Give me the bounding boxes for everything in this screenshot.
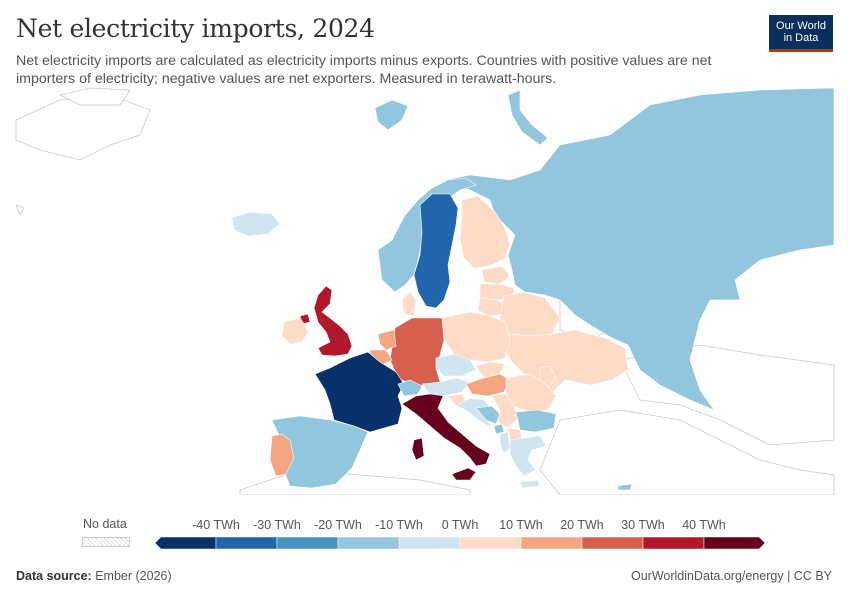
region-finland[interactable] bbox=[459, 195, 511, 269]
region-bosnia[interactable] bbox=[475, 405, 501, 425]
legend-bin-6[interactable] bbox=[520, 536, 583, 550]
footer-attribution[interactable]: OurWorldinData.org/energy | CC BY bbox=[630, 569, 832, 583]
legend-bin-7[interactable] bbox=[581, 536, 644, 550]
chart-subtitle: Net electricity imports are calculated a… bbox=[16, 53, 712, 87]
region-greece[interactable] bbox=[509, 435, 547, 477]
legend-bin-8[interactable] bbox=[642, 536, 705, 550]
legend-tick-label: 30 TWh bbox=[621, 518, 665, 532]
region-norway[interactable] bbox=[377, 177, 477, 293]
region-albania[interactable] bbox=[499, 431, 511, 455]
data-source-value[interactable]: Ember (2026) bbox=[95, 569, 172, 583]
region-portugal[interactable] bbox=[269, 433, 295, 477]
region-ireland[interactable] bbox=[281, 317, 309, 345]
region-iceland[interactable] bbox=[231, 211, 281, 237]
europe-map bbox=[15, 87, 835, 495]
region-netherlands[interactable] bbox=[377, 329, 397, 351]
legend-tick-label: -30 TWh bbox=[253, 518, 301, 532]
region-bulgaria[interactable] bbox=[515, 409, 557, 433]
region-czechia[interactable] bbox=[435, 353, 477, 377]
region-cyprus[interactable] bbox=[617, 483, 633, 491]
region-hungary[interactable] bbox=[465, 373, 511, 397]
logo-line-2: in Data bbox=[783, 32, 819, 44]
region-sweden[interactable] bbox=[413, 193, 459, 309]
region-north-macedonia[interactable] bbox=[507, 427, 523, 441]
legend-bin-5[interactable] bbox=[459, 536, 522, 550]
region-sicily[interactable] bbox=[451, 467, 477, 481]
region-moldova[interactable] bbox=[539, 365, 557, 389]
region-belarus[interactable] bbox=[499, 291, 561, 337]
region-montenegro[interactable] bbox=[493, 423, 505, 435]
logo-line-1: Our World bbox=[776, 20, 826, 32]
owid-logo[interactable]: Our World in Data bbox=[769, 15, 833, 52]
country-regions bbox=[231, 87, 835, 491]
region-slovakia[interactable] bbox=[475, 361, 506, 379]
region-switzerland[interactable] bbox=[397, 379, 423, 397]
region-svalbard[interactable] bbox=[374, 99, 409, 131]
region-estonia[interactable] bbox=[481, 265, 511, 285]
legend-no-data-swatch bbox=[82, 537, 130, 547]
legend-tick-label: 10 TWh bbox=[499, 518, 543, 532]
logo-accent-bar bbox=[769, 49, 833, 52]
region-crete[interactable] bbox=[519, 479, 541, 489]
region-united-kingdom[interactable] bbox=[313, 285, 353, 357]
region-sardinia[interactable] bbox=[411, 437, 425, 461]
legend-tick-label: 0 TWh bbox=[442, 518, 479, 532]
legend-bin-3[interactable] bbox=[337, 536, 400, 550]
region-romania[interactable] bbox=[505, 373, 557, 413]
legend-tick-label: 20 TWh bbox=[560, 518, 604, 532]
region-france[interactable] bbox=[314, 351, 405, 433]
legend-bin-4[interactable] bbox=[398, 536, 461, 550]
region-austria[interactable] bbox=[421, 377, 471, 397]
region-novaya-zemlya[interactable] bbox=[507, 89, 549, 146]
chart-title: Net electricity imports, 2024 bbox=[16, 14, 375, 43]
region-russia[interactable] bbox=[443, 87, 835, 411]
data-source-label: Data source: bbox=[16, 569, 92, 583]
legend-no-data-label: No data bbox=[83, 517, 127, 531]
region-poland[interactable] bbox=[441, 311, 511, 363]
color-legend: -40 TWh -30 TWh -20 TWh -10 TWh 0 TWh 10 TWh 2… bbox=[154, 518, 766, 550]
region-denmark[interactable] bbox=[401, 291, 417, 317]
legend-bin-2[interactable] bbox=[276, 536, 339, 550]
legend-bin-0[interactable] bbox=[154, 536, 217, 550]
legend-bin-9[interactable] bbox=[703, 536, 766, 550]
data-source: Data source: Ember (2026) bbox=[16, 569, 172, 583]
legend-tick-label: -20 TWh bbox=[314, 518, 362, 532]
legend-tick-label: -40 TWh bbox=[192, 518, 240, 532]
legend-tick-label: -10 TWh bbox=[375, 518, 423, 532]
legend-tick-label: 40 TWh bbox=[682, 518, 726, 532]
legend-bin-1[interactable] bbox=[215, 536, 278, 550]
